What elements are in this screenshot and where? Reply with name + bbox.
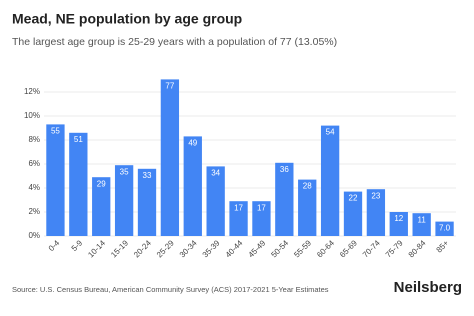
y-tick-label: 8% [28, 135, 40, 144]
bar-count-label: 7.0 [439, 224, 451, 233]
bar-count-label: 35 [120, 167, 129, 176]
y-tick-label: 6% [28, 159, 40, 168]
bar-count-label: 17 [257, 203, 266, 212]
bar [229, 201, 248, 236]
x-tick-label: 30-34 [178, 238, 199, 259]
bar [183, 136, 202, 236]
bar-count-label: 36 [280, 165, 289, 174]
bar-count-label: 17 [234, 203, 243, 212]
x-tick-label: 55-59 [292, 238, 313, 259]
bar [343, 191, 363, 236]
bar [366, 189, 386, 236]
bar [92, 177, 111, 236]
bar-count-label: 54 [326, 128, 335, 137]
x-tick-label: 35-39 [201, 238, 222, 259]
bar-count-label: 33 [143, 171, 152, 180]
bar-count-label: 55 [51, 127, 60, 136]
y-tick-label: 4% [28, 183, 40, 192]
y-tick-label: 12% [24, 87, 40, 96]
bar [69, 132, 88, 236]
bar [320, 125, 340, 236]
x-tick-label: 0-4 [47, 238, 62, 253]
x-tick-label: 25-29 [155, 238, 176, 259]
x-tick-label: 45-49 [247, 238, 268, 259]
x-tick-label: 80-84 [407, 238, 428, 259]
x-tick-label: 40-44 [224, 238, 245, 259]
x-tick-label: 10-14 [86, 238, 107, 259]
x-tick-label: 50-54 [269, 238, 290, 259]
x-tick-label: 65-69 [338, 238, 359, 259]
bar [114, 165, 134, 236]
x-tick-label: 60-64 [315, 238, 336, 259]
y-tick-label: 2% [28, 207, 40, 216]
bar [275, 162, 294, 236]
bar [435, 221, 454, 236]
bar-count-label: 34 [211, 169, 220, 178]
bar-count-label: 51 [74, 135, 83, 144]
bar-count-label: 77 [165, 82, 174, 91]
brand-logo: Neilsberg [394, 279, 462, 296]
x-tick-label: 70-74 [361, 238, 382, 259]
y-tick-label: 10% [24, 111, 40, 120]
bar [160, 79, 180, 237]
bar [137, 168, 157, 236]
bar-count-label: 22 [349, 194, 358, 203]
bar [206, 166, 225, 236]
bar-count-label: 29 [97, 179, 106, 188]
chart-subtitle: The largest age group is 25-29 years wit… [12, 36, 337, 48]
bar [298, 179, 317, 236]
y-tick-label: 0% [28, 231, 40, 240]
source-note: Source: U.S. Census Bureau, American Com… [12, 285, 329, 294]
x-tick-label: 85+ [434, 238, 450, 254]
bar-count-label: 11 [418, 215, 427, 224]
bar-count-label: 49 [188, 139, 197, 148]
x-tick-label: 20-24 [132, 238, 153, 259]
x-tick-label: 5-9 [70, 238, 85, 253]
bar-count-label: 28 [303, 182, 312, 191]
bar [389, 212, 408, 236]
chart-title: Mead, NE population by age group [12, 11, 242, 27]
bar-count-label: 12 [394, 214, 403, 223]
x-tick-label: 75-79 [384, 238, 405, 259]
bar [46, 124, 65, 236]
bar-count-label: 23 [371, 191, 380, 200]
x-tick-label: 15-19 [109, 238, 130, 259]
bar [412, 213, 431, 236]
bar [252, 201, 271, 236]
